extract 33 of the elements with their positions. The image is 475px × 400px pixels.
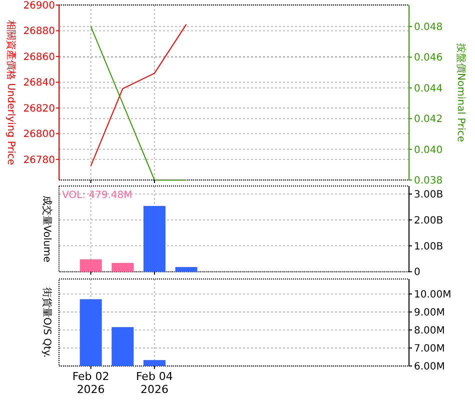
y-axis-title: 成交量Volume [41,195,53,262]
bar [112,262,134,272]
y-tick-label: 2.00B [414,215,444,226]
y2-axis-title: 按盤價Nominal Price [455,43,467,142]
y-tick-label: 26900 [23,0,55,12]
bar [175,267,198,272]
y-tick-label: 26880 [23,26,55,38]
y-tick-label: 8.00M [414,325,445,336]
y-tick-label: 26820 [23,103,55,114]
y-axis-title: 相關資產價格 Underlying Price [5,20,17,166]
x-tick-label: Feb 04 2026 [136,370,173,396]
y-tick-label: 26840 [23,78,55,89]
bar [80,259,102,272]
y-tick-label: 26800 [23,129,55,140]
y-axis-title: 街貨量O/S Qty. [41,287,53,358]
y-tick-label: 26780 [23,154,55,166]
annotation: VOL: 479.48M [62,190,132,201]
x-tick-label: Feb 02 2026 [72,370,110,396]
y-tick-label: 10.00M [414,289,452,300]
y2-tick-label: 0.048 [414,22,443,33]
y2-tick-label: 0.044 [414,83,443,94]
y2-tick-label: 0.040 [414,144,443,156]
y-tick-label: 3.00B [414,190,444,201]
y2-tick-label: 0.038 [414,176,443,186]
y-tick-label: 9.00M [414,307,445,318]
y-tick-label: 26860 [23,52,55,63]
y-tick-label: 1.00B [414,241,444,252]
y-tick-label: 0 [414,267,420,278]
y2-tick-label: 0.046 [414,52,443,64]
bar [143,206,166,272]
y2-tick-label: 0.042 [414,114,443,126]
y-tick-label: 6.00M [414,362,445,372]
y-tick-label: 7.00M [414,343,445,354]
